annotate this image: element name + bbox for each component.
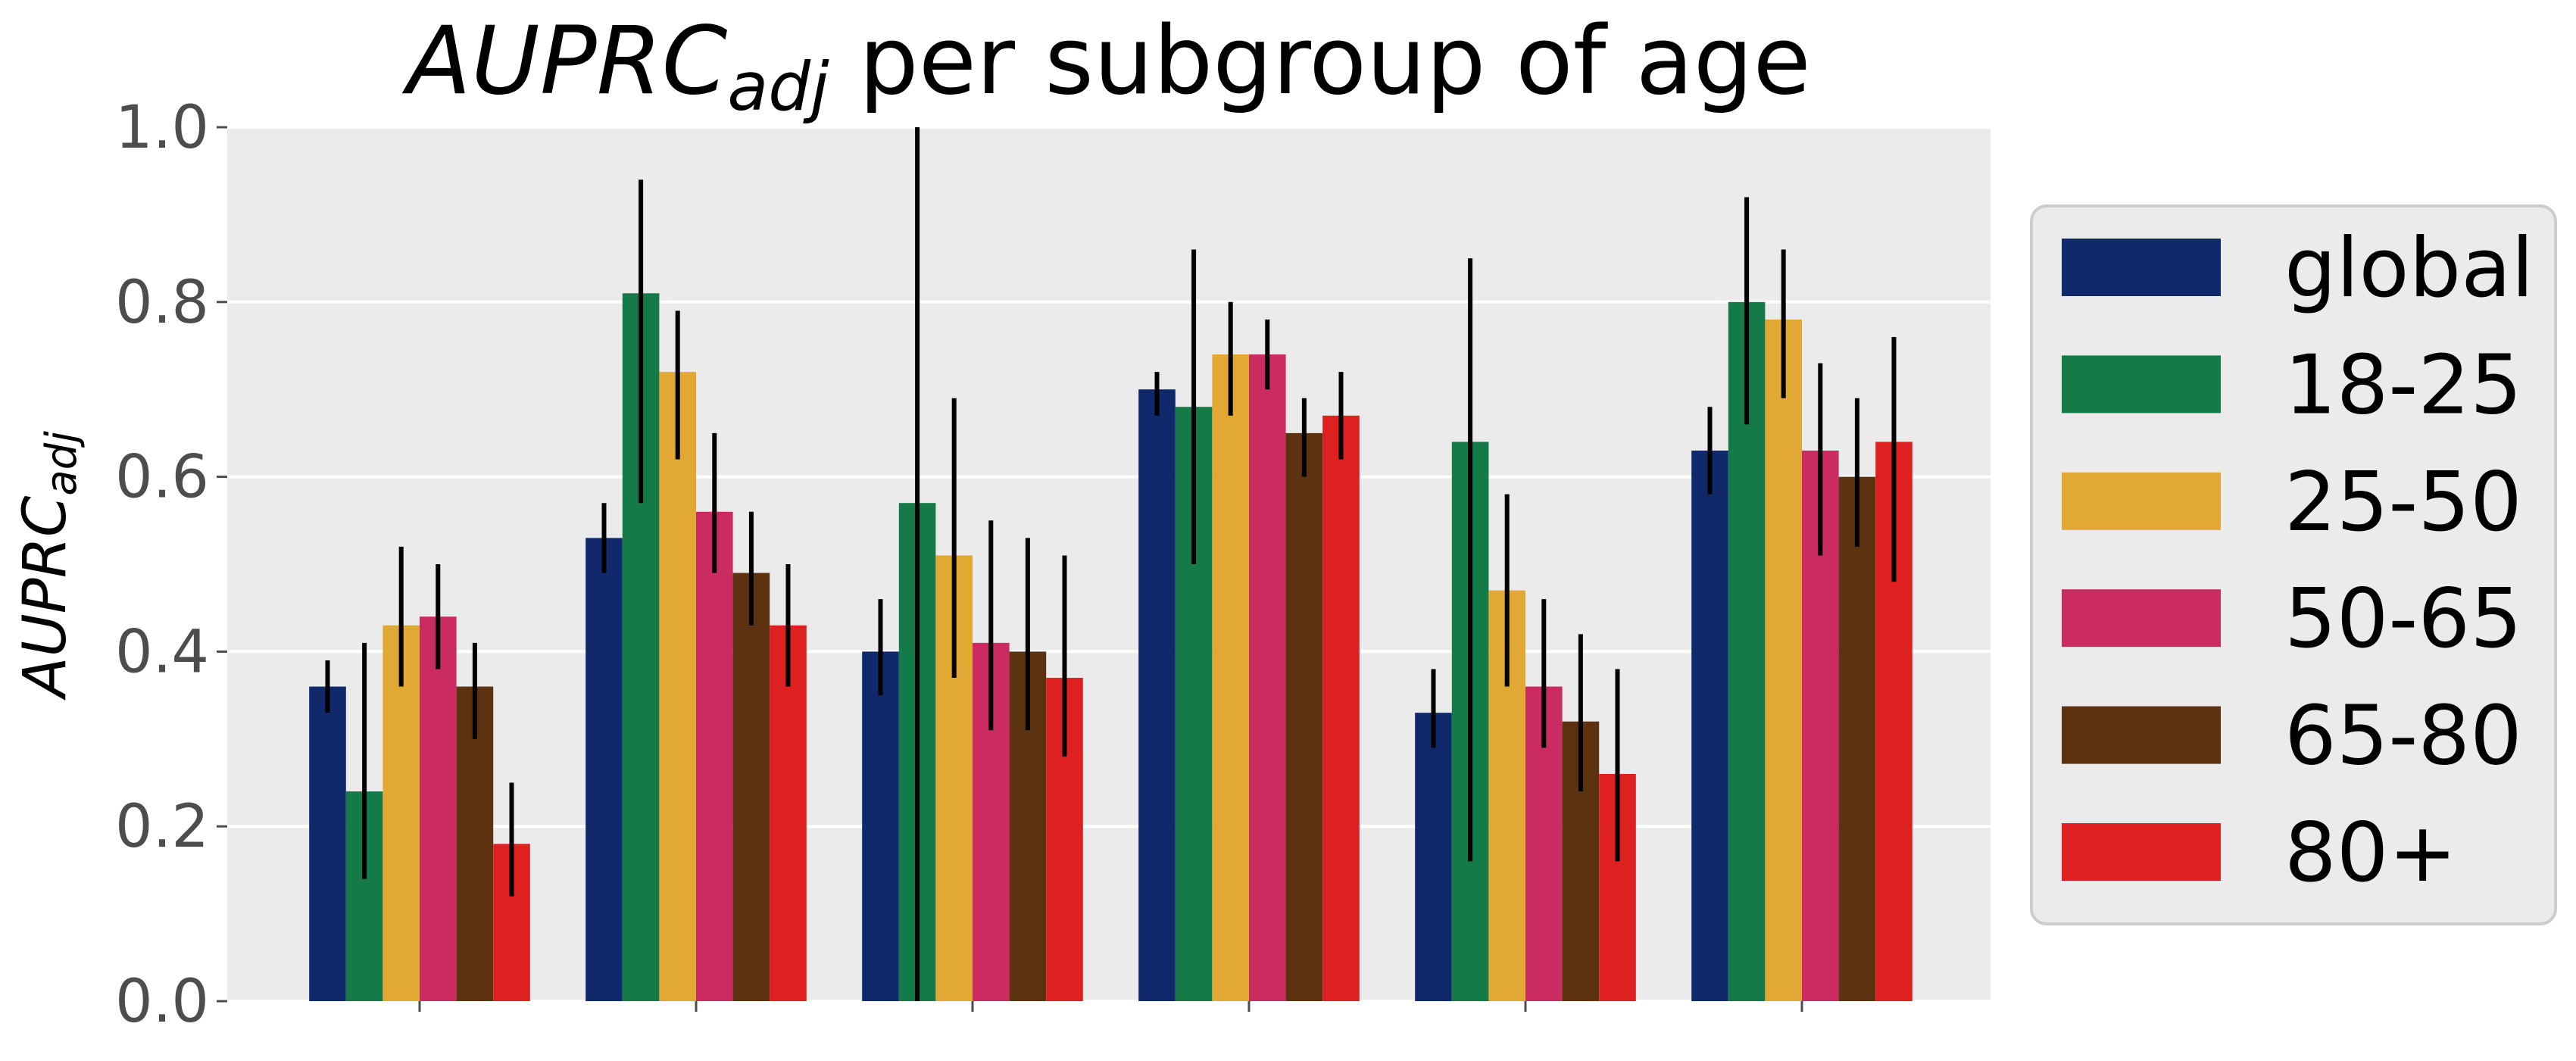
legend-swatch	[2062, 239, 2221, 296]
bar	[732, 573, 770, 1001]
y-tick-label: 0.0	[115, 968, 209, 1036]
legend-swatch	[2062, 706, 2221, 764]
bar	[1322, 415, 1360, 1001]
chart-title: AUPRCadj per subgroup of age	[401, 7, 1811, 126]
y-axis-label: AUPRCadj	[11, 431, 86, 701]
bar	[1765, 319, 1802, 1001]
legend-swatch	[2062, 355, 2221, 413]
legend-label: 80+	[2284, 806, 2457, 900]
bar	[1838, 476, 1876, 1001]
bar	[1691, 450, 1728, 1001]
legend-swatch	[2062, 472, 2221, 530]
bar	[420, 616, 457, 1001]
bar	[659, 372, 696, 1001]
bar	[770, 625, 807, 1001]
legend-swatch	[2062, 823, 2221, 881]
bar	[696, 511, 733, 1001]
y-axis-label-subscript: adj	[37, 431, 86, 496]
chart-title-main: AUPRC	[401, 7, 728, 116]
bar	[1212, 354, 1249, 1001]
plot-area-group	[217, 126, 1991, 1012]
y-tick-label: 0.2	[115, 793, 209, 861]
legend-label: 25-50	[2284, 455, 2522, 550]
y-tick-label: 0.6	[115, 444, 209, 512]
legend-swatch	[2062, 589, 2221, 648]
bar	[1249, 354, 1286, 1001]
bar	[862, 651, 899, 1001]
bar	[1415, 713, 1452, 1001]
y-axis-label-main: AUPRC	[11, 495, 80, 701]
y-tick-label: 0.4	[115, 618, 209, 686]
y-tick-label: 0.8	[115, 269, 209, 337]
bar	[309, 686, 346, 1001]
legend-label: 50-65	[2284, 572, 2522, 666]
legend-label: 65-80	[2284, 689, 2522, 784]
bar	[1285, 432, 1323, 1001]
legend: global 18-25 25-50 50-65 65-80 80+	[2030, 204, 2557, 925]
y-tick-label: 1.0	[115, 94, 209, 162]
legend-label: 18-25	[2284, 338, 2522, 432]
chart-title-subscript: adj	[727, 48, 829, 126]
bar	[1138, 389, 1176, 1001]
legend-label: global	[2284, 221, 2534, 316]
chart-title-rest: per subgroup of age	[829, 7, 1811, 116]
bar	[382, 625, 420, 1001]
bar	[585, 538, 623, 1001]
